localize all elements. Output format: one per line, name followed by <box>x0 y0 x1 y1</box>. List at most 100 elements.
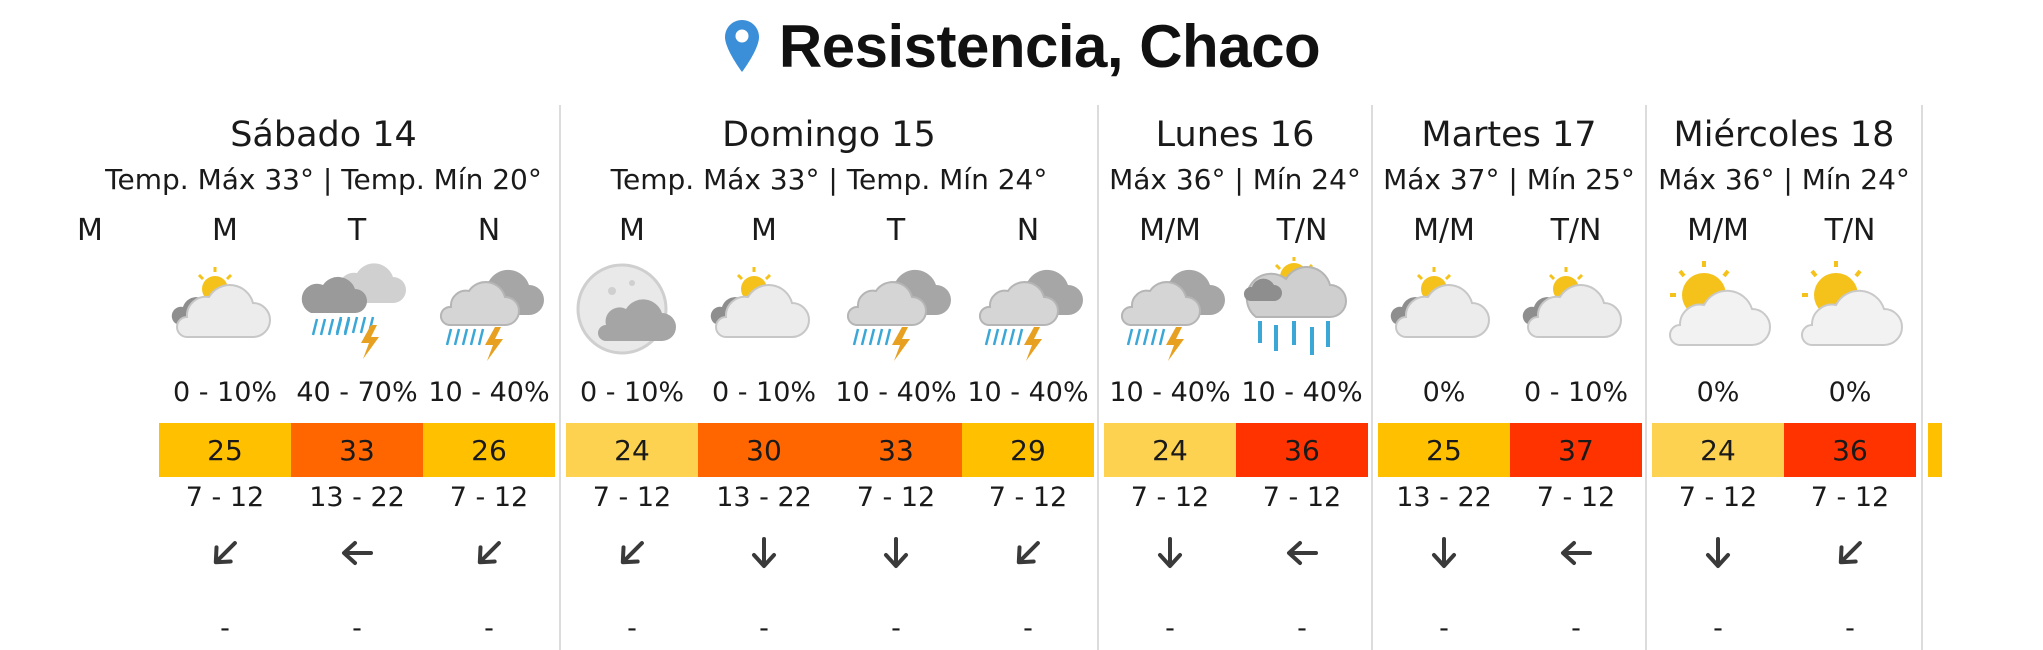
wind-speed: 7 - 12 <box>1130 482 1210 513</box>
wind-direction-icon <box>1830 533 1870 573</box>
location-header: Resistencia, Chaco <box>0 6 2043 86</box>
wind-speed: 7 - 12 <box>592 482 672 513</box>
rain-probability: 0 - 10% <box>711 377 817 408</box>
period-label: T/N <box>1276 213 1328 248</box>
forecast-slot: T 40 - 70% 33 13 - 22 - <box>291 105 423 650</box>
forecast-slot: M <box>24 105 156 650</box>
forecast-slot: M/M 0% 24 7 - 12 - <box>1652 105 1784 650</box>
forecast-slot: T 10 - 40% 33 7 - 12 - <box>830 105 962 650</box>
rain-probability: 0 - 10% <box>1523 377 1629 408</box>
rain-probability: 10 - 40% <box>428 377 550 408</box>
wind-speed: 7 - 12 <box>988 482 1068 513</box>
page-title: Resistencia, Chaco <box>778 12 1321 80</box>
wind-direction-icon <box>876 533 916 573</box>
temperature-cell: 36 <box>1236 423 1368 477</box>
sun-rain-icon <box>1242 255 1362 365</box>
period-label: M/M <box>1413 213 1475 248</box>
rain-probability: 10 - 40% <box>967 377 1089 408</box>
temperature-cell: 36 <box>1784 423 1916 477</box>
period-label: M/M <box>1139 213 1201 248</box>
period-label: N <box>1016 213 1040 248</box>
temperature-cell: 25 <box>159 423 291 477</box>
wind-speed: 13 - 22 <box>309 482 405 513</box>
thunderstorm-icon <box>836 255 956 365</box>
temperature-cell: 24 <box>566 423 698 477</box>
wind-speed: 7 - 12 <box>856 482 936 513</box>
day-temps: Máx 36° | Mín 24° <box>1109 163 1361 196</box>
forecast-slot: T/N 0% 36 7 - 12 - <box>1784 105 1916 650</box>
forecast-slot: M 0 - 10% 25 7 - 12 - <box>159 105 291 650</box>
period-label: T/N <box>1550 213 1602 248</box>
rain-probability: 40 - 70% <box>296 377 418 408</box>
period-label: M <box>212 213 238 248</box>
sun-cloud-icon <box>1658 255 1778 365</box>
wind-speed: 7 - 12 <box>1262 482 1342 513</box>
gust-value: - <box>220 613 230 644</box>
gust-value: - <box>891 613 901 644</box>
temperature-cell: 37 <box>1510 423 1642 477</box>
day-column-0: Sábado 14 Temp. Máx 33° | Temp. Mín 20° … <box>77 105 561 650</box>
temperature-cell: 33 <box>830 423 962 477</box>
wind-speed: 7 - 12 <box>449 482 529 513</box>
day-temps: Temp. Máx 33° | Temp. Mín 20° <box>105 163 542 196</box>
day-temps: Temp. Máx 33° | Temp. Mín 24° <box>610 163 1048 196</box>
wind-direction-icon <box>469 533 509 573</box>
gust-value: - <box>484 613 494 644</box>
rain-probability: 0 - 10% <box>172 377 278 408</box>
next-day-temperature-strip <box>1928 423 1942 477</box>
period-label: T <box>347 213 367 248</box>
moon-cloudy-icon <box>572 255 692 365</box>
forecast-slot: M 0 - 10% 24 7 - 12 - <box>566 105 698 650</box>
wind-direction-icon <box>1008 533 1048 573</box>
gust-value: - <box>627 613 637 644</box>
wind-direction-icon <box>612 533 652 573</box>
day-name: Sábado 14 <box>230 115 417 155</box>
wind-direction-icon <box>744 533 784 573</box>
partly-cloudy-icon <box>704 255 824 365</box>
wind-direction-icon <box>1424 533 1464 573</box>
period-label: T <box>886 213 906 248</box>
rain-probability: 0% <box>1696 377 1740 408</box>
day-name: Domingo 15 <box>722 115 936 155</box>
day-column-1: Domingo 15 Temp. Máx 33° | Temp. Mín 24°… <box>561 105 1099 650</box>
partly-cloudy-icon <box>1384 255 1504 365</box>
temperature-cell: 29 <box>962 423 1094 477</box>
day-column-2: Lunes 16 Máx 36° | Mín 24° M/M 10 - 40% … <box>1099 105 1373 650</box>
period-label: M/M <box>1687 213 1749 248</box>
period-label: M <box>619 213 645 248</box>
day-temps: Máx 37° | Mín 25° <box>1383 163 1635 196</box>
period-label: T/N <box>1824 213 1876 248</box>
forecast-slot: M/M 0% 25 13 - 22 - <box>1378 105 1510 650</box>
wind-speed: 7 - 12 <box>1536 482 1616 513</box>
forecast-slot: N 10 - 40% 29 7 - 12 - <box>962 105 1094 650</box>
wind-speed: 13 - 22 <box>1396 482 1492 513</box>
rain-probability: 0% <box>1828 377 1872 408</box>
gust-value: - <box>1713 613 1723 644</box>
forecast-slot: N 10 - 40% 26 7 - 12 - <box>423 105 555 650</box>
wind-direction-icon <box>1282 533 1322 573</box>
gust-value: - <box>1165 613 1175 644</box>
forecast-slot: T/N 10 - 40% 36 7 - 12 - <box>1236 105 1368 650</box>
temperature-cell: 24 <box>1652 423 1784 477</box>
wind-direction-icon <box>1698 533 1738 573</box>
gust-value: - <box>1297 613 1307 644</box>
map-pin-icon <box>724 20 759 72</box>
wind-direction-icon <box>205 533 245 573</box>
thunderstorm-heavy-icon <box>297 255 417 365</box>
day-temps: Máx 36° | Mín 24° <box>1658 163 1910 196</box>
temperature-cell: 33 <box>291 423 423 477</box>
gust-value: - <box>759 613 769 644</box>
rain-probability: 0 - 10% <box>579 377 685 408</box>
rain-probability: 10 - 40% <box>1241 377 1363 408</box>
day-name: Martes 17 <box>1421 115 1597 155</box>
temperature-cell: 24 <box>1104 423 1236 477</box>
forecast-slot: M/M 10 - 40% 24 7 - 12 - <box>1104 105 1236 650</box>
day-name: Lunes 16 <box>1155 115 1315 155</box>
wind-direction-icon <box>1150 533 1190 573</box>
gust-value: - <box>1439 613 1449 644</box>
wind-speed: 7 - 12 <box>185 482 265 513</box>
wind-speed: 7 - 12 <box>1810 482 1890 513</box>
day-name: Miércoles 18 <box>1673 115 1895 155</box>
period-label: N <box>477 213 501 248</box>
gust-value: - <box>1845 613 1855 644</box>
